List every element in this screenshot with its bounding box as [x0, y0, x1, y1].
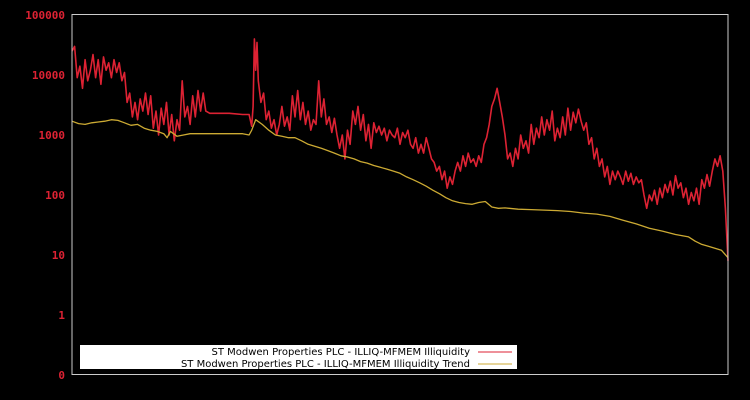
y-tick-label: 0 [58, 369, 65, 382]
legend-label-illiquidity: ST Modwen Properties PLC - ILLIQ-MFMEM I… [212, 347, 471, 358]
series-line-illiquidity [71, 38, 729, 261]
y-tick-label: 100 [45, 189, 65, 202]
y-tick-label: 100000 [25, 9, 65, 22]
series-line-trend [71, 119, 729, 259]
legend-box [80, 345, 517, 369]
legend-label-trend: ST Modwen Properties PLC - ILLIQ-MFMEM I… [181, 359, 470, 370]
y-tick-label: 1000 [39, 129, 66, 142]
y-tick-label: 10 [52, 249, 65, 262]
y-tick-label: 10000 [32, 69, 65, 82]
plot-border [71, 14, 729, 375]
y-tick-label: 1 [58, 309, 65, 322]
legend: ST Modwen Properties PLC - ILLIQ-MFMEM I… [80, 345, 517, 370]
series-layer [71, 38, 729, 261]
